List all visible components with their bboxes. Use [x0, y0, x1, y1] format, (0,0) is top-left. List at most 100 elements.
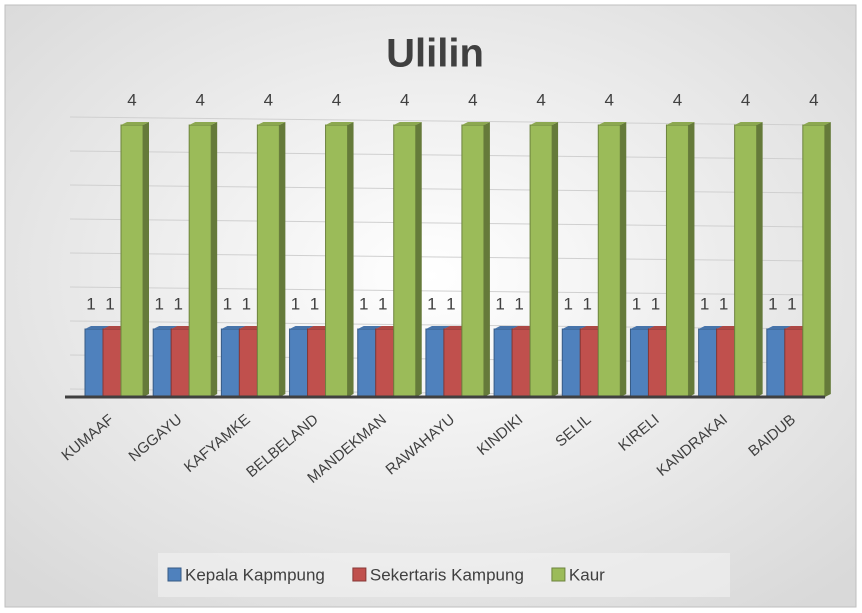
- bar-side: [483, 122, 490, 397]
- bar: [170, 328, 190, 398]
- bar: [665, 124, 689, 398]
- value-label: 1: [700, 294, 709, 313]
- value-label: 4: [400, 90, 409, 109]
- bar-side: [347, 122, 354, 397]
- bar: [629, 328, 649, 398]
- bar: [597, 124, 621, 398]
- bar: [493, 328, 513, 398]
- value-label: 1: [359, 294, 368, 313]
- value-label: 1: [495, 294, 504, 313]
- value-label: 1: [768, 294, 777, 313]
- bar-side: [415, 122, 422, 397]
- value-label: 1: [514, 294, 523, 313]
- value-label: 4: [332, 90, 341, 109]
- bar: [289, 328, 309, 398]
- bar: [102, 328, 122, 398]
- value-label: 1: [291, 294, 300, 313]
- bar-side: [211, 122, 218, 397]
- value-label: 1: [787, 294, 796, 313]
- bar: [561, 328, 581, 398]
- value-label: 1: [632, 294, 641, 313]
- bar-top: [325, 122, 354, 125]
- bar: [698, 328, 718, 398]
- bar-top: [666, 122, 695, 125]
- bar: [425, 328, 445, 398]
- legend-label: Sekertaris Kampung: [370, 565, 524, 584]
- bar-top: [698, 326, 723, 329]
- value-label: 1: [583, 294, 592, 313]
- bar: [357, 328, 377, 398]
- value-label: 1: [173, 294, 182, 313]
- bar-top: [221, 326, 246, 329]
- bar: [784, 328, 804, 398]
- value-label: 1: [223, 294, 232, 313]
- bar-top: [189, 122, 218, 125]
- bar: [256, 124, 280, 398]
- bar-top: [598, 122, 627, 125]
- bar-top: [461, 122, 490, 125]
- value-label: 1: [564, 294, 573, 313]
- bar-side: [143, 122, 149, 397]
- legend-swatch: [167, 567, 182, 582]
- bar-top: [766, 326, 791, 329]
- value-label: 1: [105, 294, 114, 313]
- value-label: 1: [154, 294, 163, 313]
- value-label: 1: [446, 294, 455, 313]
- bar-side: [688, 122, 695, 397]
- bar-side: [620, 122, 627, 397]
- bar: [647, 328, 667, 398]
- bar: [375, 328, 395, 398]
- bar: [84, 328, 104, 398]
- legend-label: Kaur: [569, 565, 605, 584]
- bar-side: [756, 122, 763, 397]
- legend-swatch: [352, 567, 367, 582]
- legend-swatch: [551, 567, 566, 582]
- bar: [716, 328, 736, 398]
- bar: [325, 124, 349, 398]
- bar-top: [393, 122, 422, 125]
- bar: [220, 328, 240, 398]
- bar: [443, 328, 463, 398]
- bar: [511, 328, 531, 398]
- value-label: 4: [468, 90, 477, 109]
- bar: [461, 124, 485, 398]
- bar-side: [279, 122, 286, 397]
- bar: [393, 124, 417, 398]
- value-label: 4: [264, 90, 273, 109]
- bar-top: [734, 122, 763, 125]
- value-label: 4: [605, 90, 614, 109]
- bar-side: [552, 122, 559, 397]
- value-label: 4: [673, 90, 682, 109]
- bar-top: [494, 326, 519, 329]
- value-label: 1: [427, 294, 436, 313]
- bar-top: [289, 326, 314, 329]
- bar: [802, 124, 826, 398]
- value-label: 1: [378, 294, 387, 313]
- bar: [238, 328, 258, 398]
- value-label: 1: [719, 294, 728, 313]
- bar-top: [257, 122, 286, 125]
- value-label: 1: [651, 294, 660, 313]
- value-label: 4: [809, 90, 818, 109]
- bar: [152, 328, 172, 398]
- value-label: 4: [741, 90, 750, 109]
- bar-top: [802, 122, 831, 125]
- bar-top: [121, 122, 149, 125]
- bar: [766, 328, 786, 398]
- bar: [734, 124, 758, 398]
- bar: [529, 124, 553, 398]
- value-label: 4: [536, 90, 545, 109]
- bar-top: [153, 326, 178, 329]
- value-label: 1: [242, 294, 251, 313]
- bar: [120, 124, 144, 398]
- bar-side: [824, 122, 831, 397]
- chart-title: Ulilin: [386, 32, 484, 76]
- bar-top: [630, 326, 655, 329]
- bar: [579, 328, 599, 398]
- value-label: 4: [195, 90, 204, 109]
- bar-top: [85, 326, 109, 329]
- value-label: 4: [127, 90, 136, 109]
- bar: [188, 124, 212, 398]
- value-label: 1: [310, 294, 319, 313]
